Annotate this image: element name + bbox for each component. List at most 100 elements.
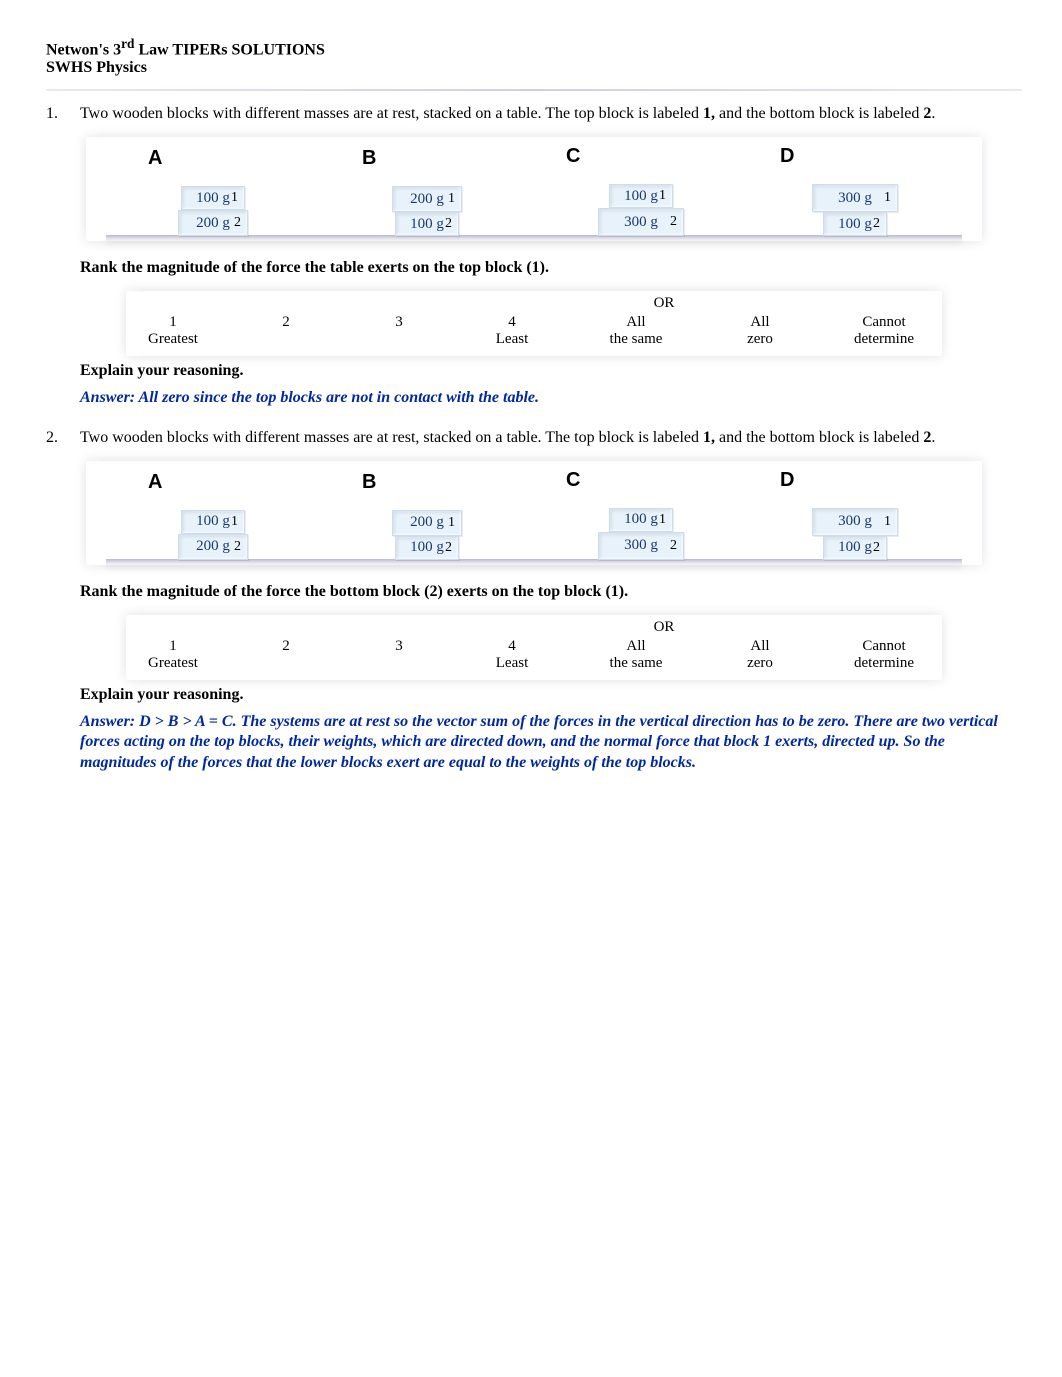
block-number: 1: [231, 190, 238, 206]
case-d: D300 g1100 g2: [770, 145, 940, 236]
block-number: 1: [448, 191, 455, 207]
q2-answer: Answer: D > B > A = C. The systems are a…: [80, 712, 1022, 773]
block-mass: 300 g: [624, 214, 658, 231]
block-number: 2: [873, 216, 880, 232]
block-number: 2: [234, 539, 241, 555]
rank2-slot-3: 3: [362, 638, 436, 655]
bottom-block-b: 100 g2: [395, 536, 459, 560]
case-b: B200 g1100 g2: [342, 147, 512, 236]
block-mass: 100 g: [410, 216, 444, 233]
rank1-allsame-bot: the same: [588, 331, 684, 348]
rank1-cannot-top: Cannot: [862, 314, 905, 330]
case-label-c: C: [566, 469, 580, 492]
block-mass: 100 g: [838, 539, 872, 556]
case-label-a: A: [148, 147, 162, 170]
block-mass: 100 g: [196, 190, 230, 207]
rank1-n1: 1: [169, 314, 177, 330]
rank1-slot-4: 4Least: [475, 314, 549, 348]
block-mass: 100 g: [838, 216, 872, 233]
case-label-b: B: [362, 471, 376, 494]
q1-number: 1.: [46, 105, 80, 123]
case-a: A100 g1200 g2: [128, 147, 298, 236]
rank1-allzero-bot: zero: [723, 331, 797, 348]
bottom-block-d: 100 g2: [823, 536, 887, 560]
block-number: 1: [659, 512, 666, 528]
blocks-diagram-1: A100 g1200 g2B200 g1100 g2C100 g1300 g2D…: [86, 137, 982, 241]
q1-text-a: Two wooden blocks with different masses …: [80, 105, 703, 122]
rank1-allzero-top: All: [750, 314, 769, 330]
blocks-diagram-2: A100 g1200 g2B200 g1100 g2C100 g1300 g2D…: [86, 461, 982, 565]
q2-text-e: .: [931, 429, 935, 446]
top-block-a: 100 g1: [181, 510, 245, 534]
rank1-least: Least: [475, 331, 549, 348]
block-number: 1: [231, 514, 238, 530]
block-mass: 300 g: [838, 513, 872, 530]
block-number: 2: [873, 540, 880, 556]
top-block-c: 100 g1: [609, 184, 673, 208]
block-mass: 200 g: [410, 514, 444, 531]
rank1-greatest: Greatest: [136, 331, 210, 348]
rank2-slot-1: 1Greatest: [136, 638, 210, 672]
top-block-d: 300 g1: [812, 508, 898, 536]
rank2-n1: 1: [169, 638, 177, 654]
bottom-block-d: 100 g2: [823, 212, 887, 236]
title-part-b: Law TIPERs SOLUTIONS: [134, 41, 324, 58]
q1-text-b: 1,: [703, 105, 715, 122]
block-number: 1: [448, 515, 455, 531]
case-d: D300 g1100 g2: [770, 469, 940, 560]
bottom-block-a: 200 g2: [178, 210, 248, 236]
page-header: Netwon's 3rd Law TIPERs SOLUTIONS SWHS P…: [46, 36, 1022, 77]
top-block-b: 200 g1: [392, 186, 462, 212]
rank2-or: OR: [136, 619, 932, 638]
top-block-a: 100 g1: [181, 186, 245, 210]
bottom-block-c: 300 g 2: [598, 208, 684, 236]
rank2-allsame: Allthe same: [588, 638, 684, 672]
rank2-allsame-top: All: [626, 638, 645, 654]
block-stack-b: 200 g1100 g2: [392, 186, 462, 236]
rank1-cannot-bot: determine: [836, 331, 932, 348]
header-rule: [46, 89, 1022, 91]
block-stack-b: 200 g1100 g2: [392, 510, 462, 560]
rank2-greatest: Greatest: [136, 655, 210, 672]
top-block-d: 300 g1: [812, 184, 898, 212]
case-a: A100 g1200 g2: [128, 471, 298, 560]
question-2: 2. Two wooden blocks with different mass…: [46, 429, 1022, 447]
block-number: 2: [670, 538, 677, 554]
q1-answer: Answer: All zero since the top blocks ar…: [80, 388, 1022, 408]
bottom-block-c: 300 g 2: [598, 532, 684, 560]
block-number: 1: [659, 188, 666, 204]
rank2-slot-2: 2: [249, 638, 323, 655]
case-label-d: D: [780, 469, 794, 492]
block-mass: 100 g: [624, 511, 658, 528]
rank2-cannot: Cannotdetermine: [836, 638, 932, 672]
rank1-cannot: Cannotdetermine: [836, 314, 932, 348]
q2-body: Two wooden blocks with different masses …: [80, 429, 1022, 447]
bottom-block-b: 100 g2: [395, 212, 459, 236]
block-mass: 300 g: [624, 537, 658, 554]
q1-text-e: .: [931, 105, 935, 122]
rank2-allzero-top: All: [750, 638, 769, 654]
case-label-c: C: [566, 145, 580, 168]
rank2-row: 1Greatest 2 3 4Least Allthe same Allzero…: [136, 638, 932, 672]
block-stack-d: 300 g1100 g2: [812, 184, 898, 236]
rank2-cannot-top: Cannot: [862, 638, 905, 654]
rank2-cannot-bot: determine: [836, 655, 932, 672]
case-b: B200 g1100 g2: [342, 471, 512, 560]
diagram2-row: A100 g1200 g2B200 g1100 g2C100 g1300 g2D…: [106, 469, 962, 560]
q2-text-c: and the bottom block is labeled: [715, 429, 923, 446]
rank2-least: Least: [475, 655, 549, 672]
block-number: 2: [234, 215, 241, 231]
rank1-slot-2: 2: [249, 314, 323, 331]
block-number: 1: [884, 190, 891, 206]
block-stack-c: 100 g1 300 g 2: [598, 184, 684, 236]
block-number: 2: [670, 214, 677, 230]
top-block-b: 200 g1: [392, 510, 462, 536]
title-part-a: Netwon's 3: [46, 41, 121, 58]
doc-title-line1: Netwon's 3rd Law TIPERs SOLUTIONS: [46, 36, 1022, 59]
case-label-d: D: [780, 145, 794, 168]
rank1-allsame-top: All: [626, 314, 645, 330]
case-label-b: B: [362, 147, 376, 170]
q1-body: Two wooden blocks with different masses …: [80, 105, 1022, 123]
block-mass: 200 g: [410, 191, 444, 208]
block-stack-a: 100 g1200 g2: [178, 186, 248, 236]
